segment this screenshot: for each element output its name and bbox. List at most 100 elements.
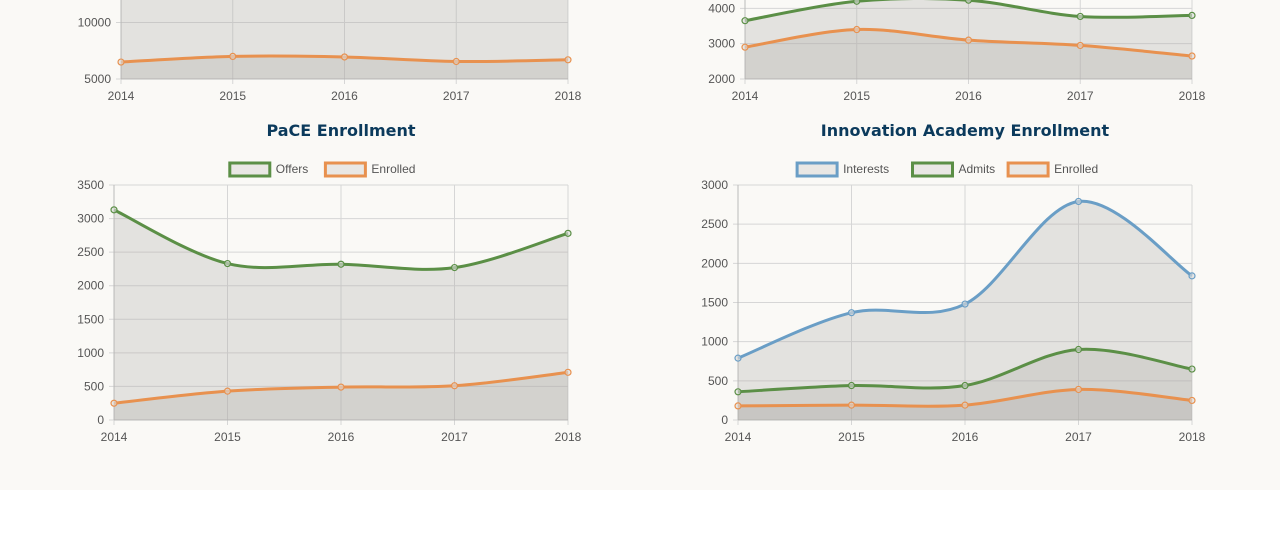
- legend-swatch-orange: [323, 161, 367, 178]
- data-point: [847, 401, 856, 409]
- y-tick-label: 0: [97, 413, 104, 427]
- legend-swatch-green: [228, 161, 272, 178]
- data-point: [450, 263, 459, 272]
- series-area-green: [114, 209, 568, 420]
- legend-label: Admits: [959, 162, 996, 176]
- x-tick-label: 2017: [443, 89, 470, 103]
- x-tick-label: 2018: [1179, 89, 1206, 103]
- x-tick-label: 2014: [725, 430, 752, 444]
- x-tick-label: 2016: [331, 89, 358, 103]
- x-tick-label: 2014: [108, 89, 135, 103]
- data-point: [229, 52, 237, 61]
- y-tick-label: 1000: [701, 335, 728, 349]
- data-point: [961, 381, 969, 390]
- x-tick-label: 2018: [555, 89, 582, 103]
- series-area-blue: [738, 201, 1192, 420]
- data-point: [337, 383, 345, 391]
- series-group: [110, 206, 572, 420]
- y-tick-label: 500: [708, 374, 728, 388]
- chart-title: PaCE Enrollment: [266, 121, 415, 140]
- x-tick-label: 2017: [1065, 430, 1092, 444]
- data-point: [1188, 272, 1196, 280]
- data-point: [741, 43, 749, 51]
- y-tick-label: 4000: [708, 1, 735, 15]
- y-tick-label: 3000: [701, 178, 728, 192]
- series-group: [741, 0, 1196, 79]
- series-area-orange: [738, 389, 1192, 420]
- data-point: [1074, 345, 1083, 354]
- legend-swatch-blue: [795, 161, 839, 178]
- legend-label: Offers: [276, 162, 308, 176]
- legend-label: Enrolled: [371, 162, 415, 176]
- data-point: [110, 206, 118, 214]
- x-tick-label: 2015: [214, 430, 241, 444]
- y-tick-label: 10000: [78, 16, 112, 30]
- data-point: [734, 354, 742, 362]
- data-point: [1188, 11, 1196, 19]
- data-point: [1074, 385, 1083, 394]
- chart-pace-enrollment: 0 500 1000 1500 2000 2500 3000 3500 2014 2015 2016…: [77, 121, 581, 444]
- y-tick-label: 0: [721, 413, 728, 427]
- data-point: [337, 260, 345, 268]
- x-tick-label: 2014: [732, 89, 759, 103]
- data-point: [223, 259, 232, 268]
- y-tick-label: 3500: [77, 178, 104, 192]
- data-point: [340, 53, 349, 61]
- x-tick-label: 2018: [555, 430, 582, 444]
- x-tick-label: 2016: [952, 430, 979, 444]
- data-point: [117, 58, 125, 66]
- y-tick-label: 5000: [84, 72, 111, 86]
- y-tick-label: 3000: [708, 37, 735, 51]
- data-point: [853, 0, 861, 5]
- y-tick-label: 1000: [77, 346, 104, 360]
- y-tick-label: 2500: [701, 217, 728, 231]
- data-point: [961, 401, 969, 409]
- x-tick-label: 2018: [1179, 430, 1206, 444]
- x-tick-label: 2017: [441, 430, 468, 444]
- legend: Interests Admits Enrolled: [795, 161, 1098, 178]
- y-tick-label: 1500: [77, 312, 104, 326]
- x-tick-label: 2015: [838, 430, 865, 444]
- x-tick-label: 2017: [1067, 89, 1094, 103]
- series-area-orange: [114, 372, 568, 420]
- x-tick-label: 2014: [101, 430, 128, 444]
- data-point: [564, 368, 572, 376]
- data-point: [452, 57, 460, 66]
- series-group: [117, 0, 572, 79]
- data-point: [223, 387, 232, 395]
- data-point: [1188, 396, 1196, 405]
- x-tick-label: 2015: [219, 89, 246, 103]
- x-tick-label: 2016: [955, 89, 982, 103]
- y-tick-label: 1500: [701, 296, 728, 310]
- data-point: [1076, 41, 1084, 50]
- data-point: [961, 300, 969, 308]
- y-tick-label: 2000: [77, 279, 104, 293]
- grid: [109, 184, 569, 425]
- x-tick-label: 2016: [328, 430, 355, 444]
- x-tick-label: 2015: [843, 89, 870, 103]
- data-point: [1076, 12, 1084, 21]
- data-point: [964, 0, 973, 4]
- data-point: [564, 56, 572, 64]
- y-tick-label: 2000: [701, 256, 728, 270]
- data-point: [1188, 52, 1196, 60]
- data-point: [734, 388, 742, 396]
- y-tick-label: 2500: [77, 245, 104, 259]
- legend: Offers Enrolled: [228, 161, 415, 178]
- legend-swatch-orange: [1006, 161, 1050, 178]
- chart-title: Innovation Academy Enrollment: [821, 121, 1110, 140]
- legend-label: Interests: [843, 162, 889, 176]
- legend-swatch-green: [911, 161, 954, 178]
- legend-label: Enrolled: [1054, 162, 1098, 176]
- dashboard-panel: [0, 0, 1280, 490]
- data-point: [110, 399, 118, 407]
- data-point: [964, 36, 973, 44]
- data-point: [741, 17, 749, 25]
- grid: [116, 0, 569, 84]
- data-point: [450, 382, 459, 390]
- data-point: [1188, 365, 1196, 373]
- y-tick-label: 3000: [77, 212, 104, 226]
- data-point: [564, 229, 572, 237]
- data-point: [847, 309, 856, 317]
